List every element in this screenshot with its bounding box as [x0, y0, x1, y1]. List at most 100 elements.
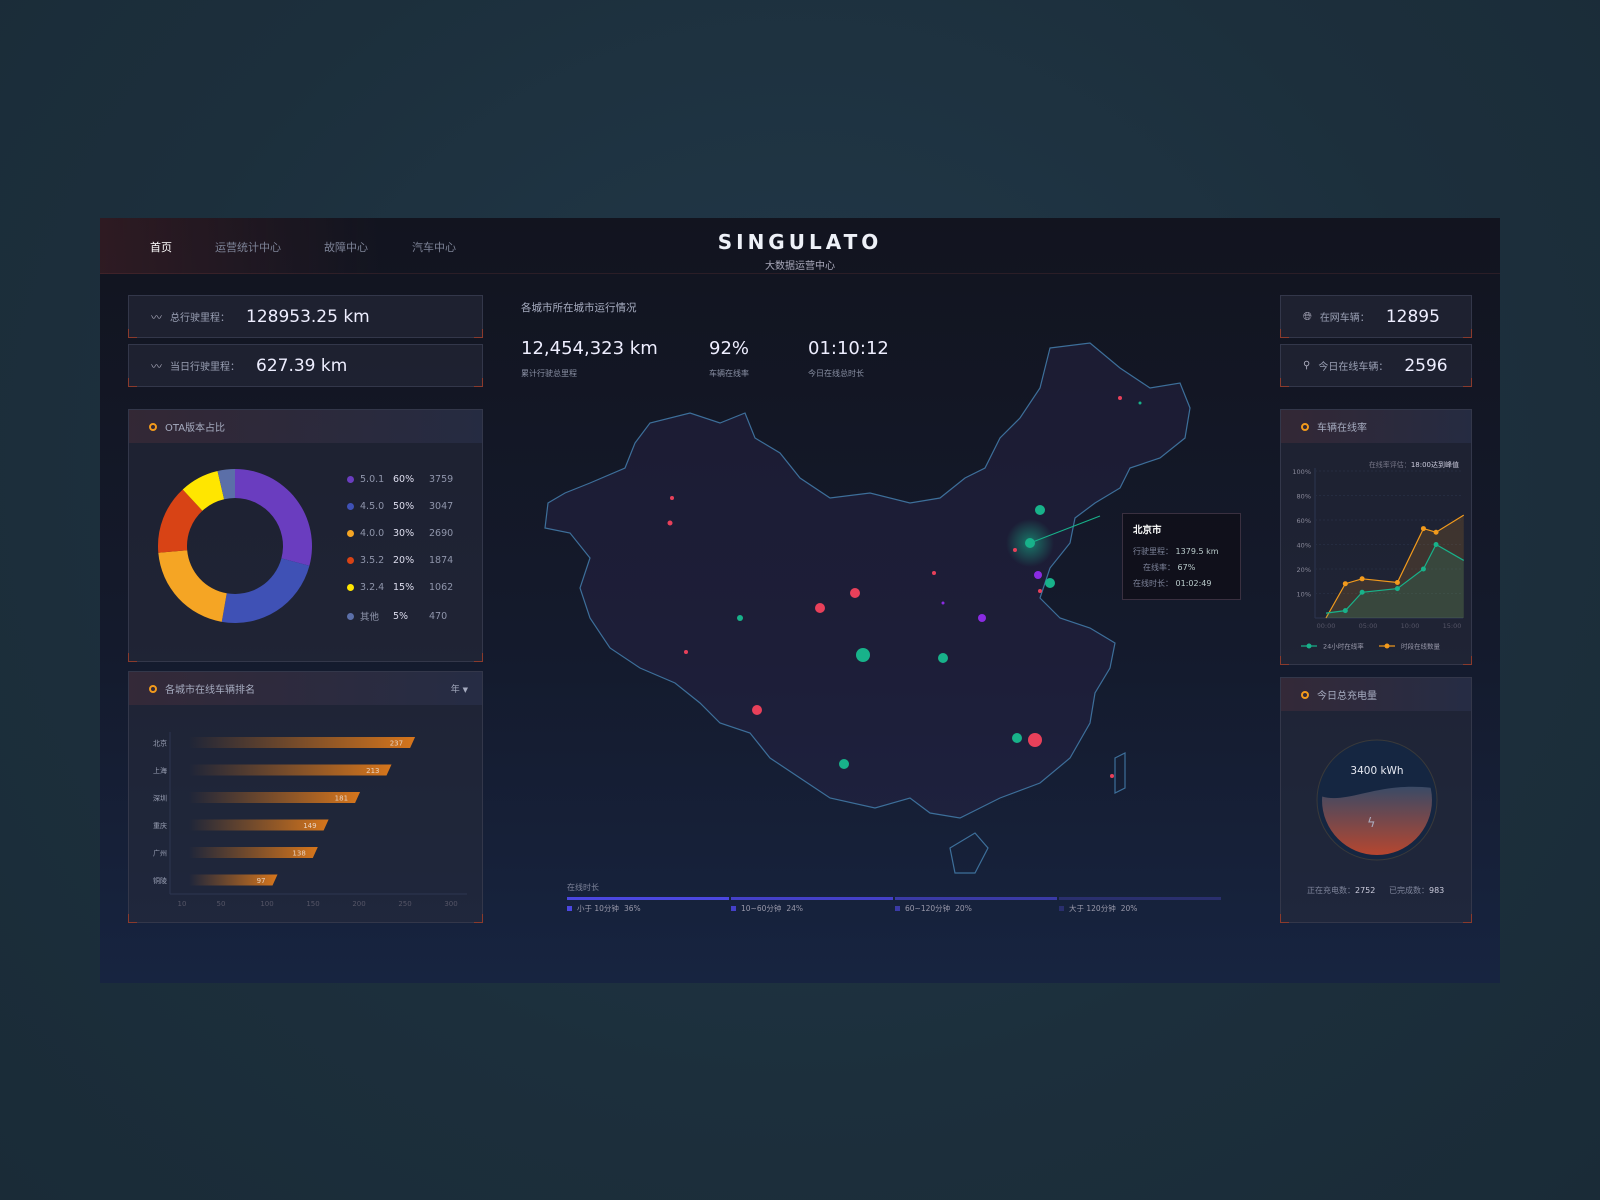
ota-donut-chart	[158, 469, 312, 623]
data-point	[1394, 586, 1400, 592]
category-label: 铜陵	[153, 876, 167, 885]
category-label: 北京	[153, 739, 167, 748]
donut-slice	[182, 471, 225, 511]
y-tick-label: 10%	[1297, 591, 1311, 599]
legend-swatch	[895, 906, 900, 911]
city-marker	[1110, 774, 1114, 778]
legend-label: 3.2.4	[360, 582, 385, 593]
stat-value: 128953.25 km	[246, 306, 370, 327]
city-marker	[978, 614, 986, 622]
legend-label: 60~120分钟	[905, 904, 951, 913]
city-marker	[941, 601, 945, 605]
bar	[189, 792, 361, 803]
map-outline	[544, 342, 1191, 819]
chevron-down-icon: ▼	[462, 686, 468, 694]
network-vehicles-card: 🌐︎ 在网车辆： 12895	[1280, 295, 1472, 338]
stat-label: 当日行驶里程：	[170, 362, 240, 373]
city-marker	[1138, 401, 1142, 405]
online-today-card: ⚲ 今日在线车辆： 2596	[1280, 344, 1472, 387]
china-map[interactable]	[530, 328, 1330, 888]
duration-bar-segment	[895, 897, 1057, 900]
charge-gauge	[1316, 739, 1438, 861]
y-tick-label: 20%	[1297, 566, 1311, 574]
x-tick-label: 10:00	[1401, 622, 1420, 630]
duration-bar-segment	[1059, 897, 1221, 900]
panel-title: 车辆在线率	[1317, 423, 1367, 434]
city-marker	[1028, 733, 1042, 747]
city-marker	[815, 603, 825, 613]
period-select[interactable]: 年 ▼	[450, 685, 468, 695]
legend-dot	[347, 612, 354, 620]
tooltip-row: 在线时长： 01:02:49	[1133, 579, 1212, 588]
legend-item: 3.5.2 20% 1874	[347, 555, 453, 566]
rate-note: 在线率评估：18:00达到峰值	[1368, 461, 1459, 469]
x-tick-label: 100	[260, 900, 273, 908]
ranking-panel: 各城市在线车辆排名 年 ▼ 237 北京 213 上海 181 深圳 149 重庆 138 广州 9…	[128, 671, 483, 923]
charge-wave	[1322, 786, 1432, 855]
x-tick-label: 00:00	[1317, 622, 1336, 630]
legend-percent: 30%	[393, 528, 415, 539]
data-point	[1433, 542, 1439, 547]
top-bar	[100, 218, 1500, 274]
city-marker	[932, 571, 936, 575]
map-taiwan	[1114, 752, 1126, 794]
stat-value: 2596	[1404, 355, 1448, 376]
tooltip-row: 行驶里程： 1379.5 km	[1133, 547, 1219, 556]
stat-value: 627.39 km	[256, 355, 348, 376]
legend-item: 5.0.1 60% 3759	[347, 474, 453, 485]
ota-panel: OTA版本占比 5.0.1 60% 3759 4.5.0 50% 3047 4.0.0 30%…	[128, 409, 483, 662]
x-tick-label: 300	[444, 900, 457, 908]
stat-label: 在网车辆：	[1319, 313, 1370, 324]
data-point	[1433, 529, 1439, 535]
legend-label: 其他	[360, 612, 380, 623]
legend-percent: 50%	[393, 501, 415, 512]
legend-percent: 20%	[1120, 904, 1138, 913]
panel-header: 车辆在线率	[1281, 410, 1471, 443]
nav-faults[interactable]: 故障中心	[324, 241, 368, 254]
city-marker	[1025, 538, 1035, 548]
center-title: 各城市所在城市运行情况	[521, 302, 637, 314]
city-marker	[1034, 571, 1042, 579]
city-marker	[938, 653, 948, 663]
city-marker	[1013, 548, 1017, 552]
legend-label: 24小时在线率	[1323, 642, 1364, 651]
online-rate-panel: 车辆在线率 在线率评估：18:00达到峰值 10% 20% 40% 60% 80% 100…	[1280, 409, 1472, 665]
city-marker	[1035, 505, 1045, 515]
city-marker	[1118, 396, 1122, 400]
category-label: 深圳	[153, 794, 167, 803]
category-label: 重庆	[153, 821, 167, 830]
x-tick-label: 50	[217, 900, 226, 908]
legend-item: 4.0.0 30% 2690	[347, 528, 453, 539]
category-label: 上海	[153, 766, 167, 775]
bar-value-label: 181	[335, 795, 348, 803]
ranking-bar-chart: 237 北京 213 上海 181 深圳 149 重庆 138 广州 97 铜陵 10 50 100 150 2…	[153, 732, 467, 908]
ring-icon	[1301, 422, 1309, 431]
panel-title: 今日总充电量	[1317, 691, 1377, 702]
data-point	[1420, 526, 1426, 532]
legend-value: 1874	[429, 555, 454, 566]
legend-dot	[347, 476, 354, 483]
metric-label: 累计行驶总里程	[521, 369, 577, 378]
legend-marker	[1384, 643, 1390, 649]
legend-dot	[347, 503, 354, 510]
legend-item: 3.2.4 15% 1062	[347, 582, 453, 593]
city-marker	[667, 520, 673, 526]
data-point	[1359, 576, 1365, 582]
data-point	[1359, 589, 1365, 595]
donut-slice	[235, 469, 312, 566]
legend-percent: 20%	[393, 555, 415, 566]
duration-title: 在线时长	[567, 883, 599, 892]
ring-icon	[149, 422, 157, 431]
legend-percent: 15%	[393, 582, 415, 593]
nav-cars[interactable]: 汽车中心	[412, 241, 456, 254]
legend-value: 2690	[429, 528, 454, 539]
nav-home[interactable]: 首页	[150, 241, 172, 254]
logo: SINGULATO	[717, 230, 883, 254]
bar-value-label: 97	[257, 877, 266, 885]
donut-slice	[217, 469, 235, 500]
bar-value-label: 213	[366, 767, 379, 775]
total-mileage-card: 〰 总行驶里程： 128953.25 km	[128, 295, 483, 338]
panel-title: 各城市在线车辆排名	[165, 685, 255, 696]
nav-operations[interactable]: 运营统计中心	[215, 241, 281, 254]
tooltip-row: 在线率： 67%	[1143, 563, 1196, 572]
